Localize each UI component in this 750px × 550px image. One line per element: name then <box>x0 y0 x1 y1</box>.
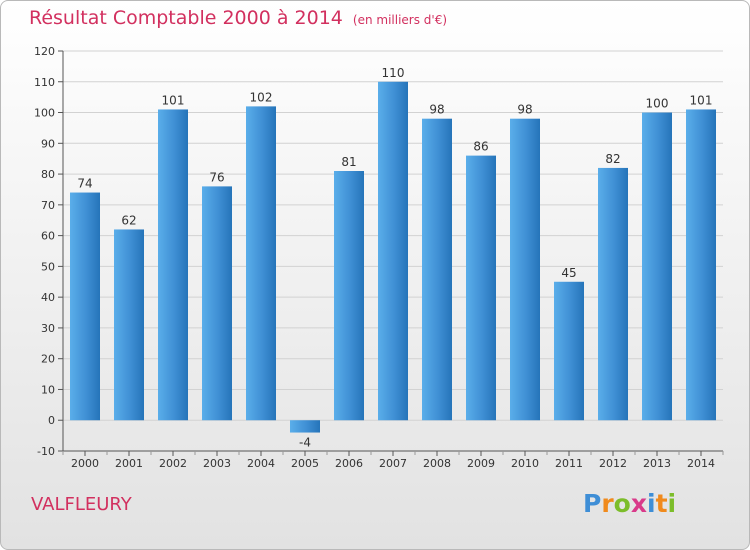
x-tick-label: 2006 <box>335 457 363 470</box>
bar <box>246 106 276 421</box>
logo-letter: i <box>647 489 656 518</box>
y-tick-label: 120 <box>34 45 55 58</box>
bar-value-label: 81 <box>341 155 356 169</box>
bar <box>202 186 232 421</box>
bar <box>642 112 672 421</box>
bar-value-label: 62 <box>121 213 136 227</box>
x-tick-label: 2004 <box>247 457 275 470</box>
bar-value-label: 45 <box>561 266 576 280</box>
x-tick-label: 2013 <box>643 457 671 470</box>
logo-letter: r <box>601 489 614 518</box>
y-tick-label: 70 <box>41 199 55 212</box>
y-tick-label: 10 <box>41 383 55 396</box>
logo-letter: i <box>667 489 677 518</box>
y-tick-label: -10 <box>37 445 55 458</box>
place-name: VALFLEURY <box>31 494 132 515</box>
bar-value-label: 101 <box>162 93 185 107</box>
x-tick-label: 2005 <box>291 457 319 470</box>
logo-letter: x <box>630 489 647 518</box>
bar-value-label: 74 <box>77 177 92 191</box>
x-tick-label: 2000 <box>71 457 99 470</box>
bar <box>290 420 320 433</box>
y-tick-label: 90 <box>41 137 55 150</box>
y-tick-label: 80 <box>41 168 55 181</box>
bar-value-label: 101 <box>690 93 713 107</box>
x-tick-label: 2014 <box>687 457 715 470</box>
logo-letter: t <box>655 489 668 518</box>
bar <box>466 155 496 421</box>
x-tick-label: 2012 <box>599 457 627 470</box>
y-tick-label: 40 <box>41 291 55 304</box>
bar-value-label: 102 <box>250 90 273 104</box>
logo-letter: o <box>613 489 631 518</box>
bar <box>686 109 716 421</box>
y-tick-label: 50 <box>41 260 55 273</box>
bar <box>422 118 452 421</box>
y-tick-label: 110 <box>34 76 55 89</box>
chart-unit-note: (en milliers d'€) <box>352 13 448 27</box>
y-tick-label: 60 <box>41 230 55 243</box>
x-tick-label: 2001 <box>115 457 143 470</box>
bar <box>378 81 408 421</box>
x-tick-label: 2011 <box>555 457 583 470</box>
y-tick-label: 20 <box>41 353 55 366</box>
x-tick-label: 2008 <box>423 457 451 470</box>
y-tick-label: 100 <box>34 107 55 120</box>
bar <box>158 109 188 421</box>
bar-value-label: 98 <box>429 103 444 117</box>
x-tick-label: 2010 <box>511 457 539 470</box>
bar <box>334 171 364 421</box>
bar <box>70 192 100 421</box>
proxiti-logo: Proxiti <box>583 489 676 518</box>
x-tick-label: 2003 <box>203 457 231 470</box>
title-row: Résultat Comptable 2000 à 2014 (en millie… <box>29 7 447 29</box>
y-tick-label: 0 <box>48 414 55 427</box>
bar <box>510 118 540 421</box>
bar <box>114 229 144 421</box>
chart-title: Résultat Comptable 2000 à 2014 <box>29 7 343 29</box>
bar-value-label: -4 <box>299 436 311 450</box>
bar <box>598 167 628 421</box>
bar-value-label: 110 <box>382 66 405 80</box>
logo-letter: P <box>583 489 602 518</box>
y-tick-label: 30 <box>41 322 55 335</box>
bar-value-label: 98 <box>517 103 532 117</box>
x-tick-label: 2007 <box>379 457 407 470</box>
x-tick-label: 2002 <box>159 457 187 470</box>
bar-value-label: 76 <box>209 170 224 184</box>
x-tick-label: 2009 <box>467 457 495 470</box>
bar-value-label: 86 <box>473 140 488 154</box>
bar-value-label: 100 <box>646 97 669 111</box>
bar-value-label: 82 <box>605 152 620 166</box>
bar <box>554 281 584 421</box>
